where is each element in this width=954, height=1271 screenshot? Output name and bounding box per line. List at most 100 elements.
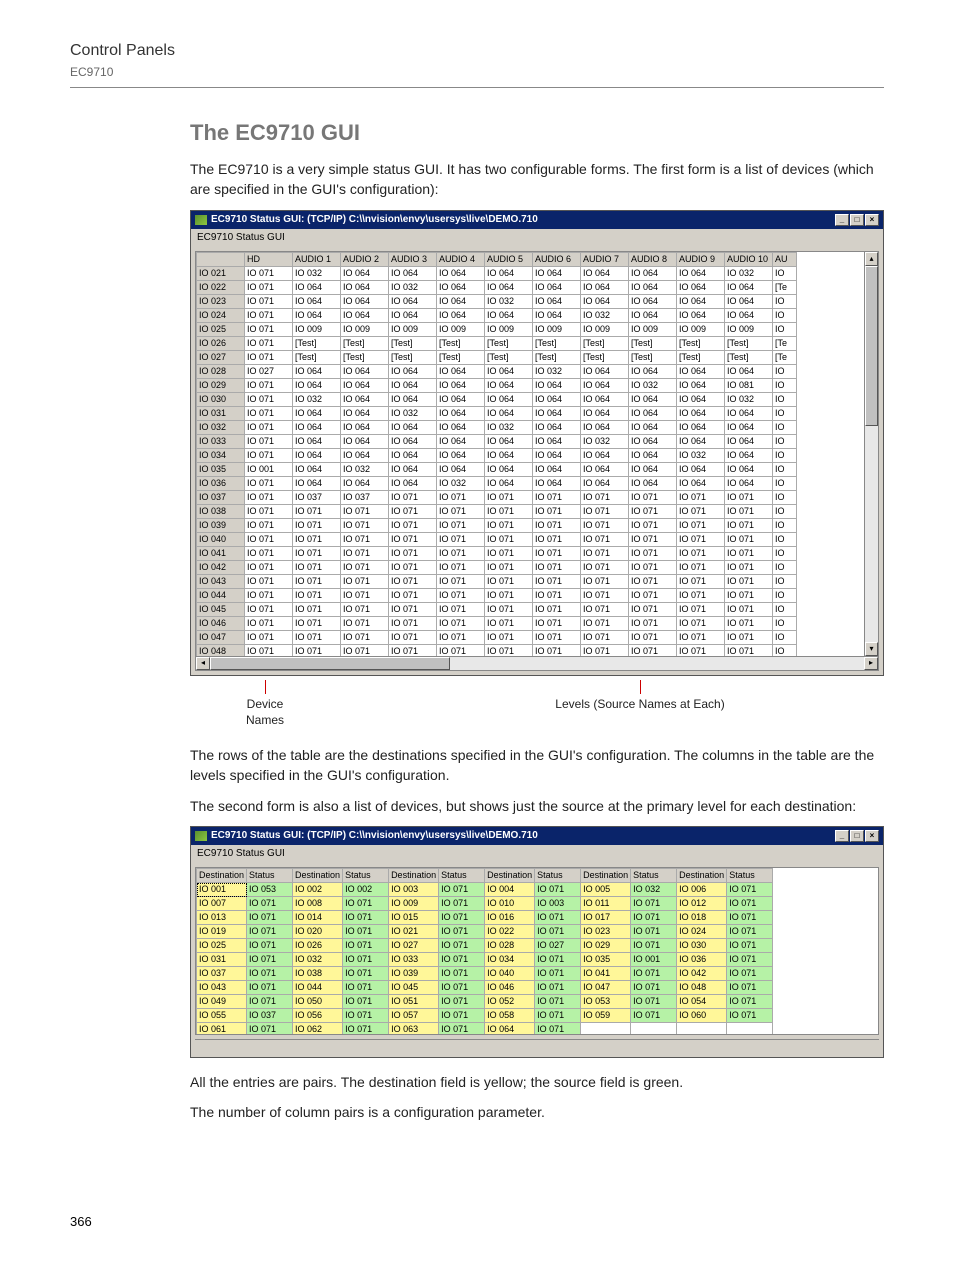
destination-cell[interactable]: IO 047 bbox=[581, 981, 631, 995]
status-cell[interactable]: IO 071 bbox=[535, 1023, 581, 1036]
level-cell[interactable]: IO 071 bbox=[245, 518, 293, 532]
destination-cell[interactable]: IO 050 bbox=[293, 995, 343, 1009]
close-button[interactable]: × bbox=[865, 830, 879, 842]
titlebar[interactable]: EC9710 Status GUI: (TCP/IP) C:\\nvision\… bbox=[191, 211, 883, 229]
level-cell[interactable]: IO 071 bbox=[725, 532, 773, 546]
level-cell[interactable]: IO 032 bbox=[533, 364, 581, 378]
level-cell[interactable]: IO 071 bbox=[485, 504, 533, 518]
level-cell[interactable]: IO 071 bbox=[533, 504, 581, 518]
table-row[interactable]: IO 013IO 071IO 014IO 071IO 015IO 071IO 0… bbox=[197, 911, 773, 925]
level-cell[interactable]: IO 064 bbox=[389, 420, 437, 434]
table-row[interactable]: IO 041IO 071IO 071IO 071IO 071IO 071IO 0… bbox=[197, 546, 797, 560]
level-cell[interactable]: IO 064 bbox=[341, 266, 389, 280]
device-name-cell[interactable]: IO 037 bbox=[197, 490, 245, 504]
level-cell[interactable]: IO bbox=[773, 588, 797, 602]
device-name-cell[interactable]: IO 025 bbox=[197, 322, 245, 336]
destination-cell[interactable]: IO 027 bbox=[389, 939, 439, 953]
status-cell[interactable]: IO 071 bbox=[535, 995, 581, 1009]
table-row[interactable]: IO 037IO 071IO 038IO 071IO 039IO 071IO 0… bbox=[197, 967, 773, 981]
level-cell[interactable]: IO 032 bbox=[389, 406, 437, 420]
level-cell[interactable]: IO 064 bbox=[389, 364, 437, 378]
destination-cell[interactable]: IO 051 bbox=[389, 995, 439, 1009]
level-cell[interactable]: [Test] bbox=[533, 350, 581, 364]
table-row[interactable]: IO 040IO 071IO 071IO 071IO 071IO 071IO 0… bbox=[197, 532, 797, 546]
table-row[interactable]: IO 028IO 027IO 064IO 064IO 064IO 064IO 0… bbox=[197, 364, 797, 378]
level-cell[interactable]: IO 064 bbox=[725, 420, 773, 434]
device-name-cell[interactable]: IO 034 bbox=[197, 448, 245, 462]
maximize-button[interactable]: □ bbox=[850, 830, 864, 842]
device-name-cell[interactable]: IO 045 bbox=[197, 602, 245, 616]
device-name-cell[interactable]: IO 024 bbox=[197, 308, 245, 322]
status-header[interactable]: Status bbox=[727, 869, 773, 883]
level-cell[interactable]: IO 071 bbox=[629, 616, 677, 630]
status-cell[interactable]: IO 071 bbox=[343, 897, 389, 911]
level-cell[interactable]: IO 064 bbox=[533, 308, 581, 322]
level-cell[interactable]: IO 071 bbox=[341, 532, 389, 546]
level-cell[interactable]: IO 064 bbox=[677, 266, 725, 280]
level-cell[interactable]: IO 064 bbox=[341, 420, 389, 434]
level-cell[interactable]: IO 064 bbox=[629, 294, 677, 308]
destination-cell[interactable]: IO 007 bbox=[197, 897, 247, 911]
level-cell[interactable]: IO 064 bbox=[725, 434, 773, 448]
level-cell[interactable]: IO 064 bbox=[629, 434, 677, 448]
table-row[interactable]: IO 031IO 071IO 064IO 064IO 032IO 064IO 0… bbox=[197, 406, 797, 420]
destination-cell[interactable]: IO 058 bbox=[485, 1009, 535, 1023]
column-header[interactable]: AUDIO 10 bbox=[725, 252, 773, 266]
status-cell[interactable]: IO 071 bbox=[535, 911, 581, 925]
destination-cell[interactable]: IO 024 bbox=[677, 925, 727, 939]
destination-cell[interactable]: IO 001 bbox=[197, 883, 247, 897]
destination-cell[interactable]: IO 036 bbox=[677, 953, 727, 967]
table-row[interactable]: IO 036IO 071IO 064IO 064IO 064IO 032IO 0… bbox=[197, 476, 797, 490]
scroll-track[interactable] bbox=[865, 426, 878, 642]
level-cell[interactable]: IO 001 bbox=[245, 462, 293, 476]
level-cell[interactable]: IO 009 bbox=[533, 322, 581, 336]
status-cell[interactable]: IO 071 bbox=[631, 967, 677, 981]
level-cell[interactable]: IO 064 bbox=[725, 294, 773, 308]
level-cell[interactable]: IO 071 bbox=[533, 560, 581, 574]
table-row[interactable]: IO 025IO 071IO 009IO 009IO 009IO 009IO 0… bbox=[197, 322, 797, 336]
level-cell[interactable]: IO 064 bbox=[581, 406, 629, 420]
level-cell[interactable]: IO 071 bbox=[677, 616, 725, 630]
level-cell[interactable]: IO 064 bbox=[389, 462, 437, 476]
level-cell[interactable]: IO 064 bbox=[533, 406, 581, 420]
level-cell[interactable]: IO bbox=[773, 308, 797, 322]
table-row[interactable]: IO 033IO 071IO 064IO 064IO 064IO 064IO 0… bbox=[197, 434, 797, 448]
level-cell[interactable]: IO 009 bbox=[725, 322, 773, 336]
level-cell[interactable]: IO 071 bbox=[389, 616, 437, 630]
status-cell[interactable]: IO 071 bbox=[439, 925, 485, 939]
level-cell[interactable]: IO 064 bbox=[341, 378, 389, 392]
level-cell[interactable]: IO 071 bbox=[629, 532, 677, 546]
level-cell[interactable]: [Te bbox=[773, 336, 797, 350]
level-cell[interactable]: IO 064 bbox=[677, 294, 725, 308]
level-cell[interactable]: IO 064 bbox=[725, 406, 773, 420]
level-cell[interactable]: IO 071 bbox=[245, 420, 293, 434]
level-cell[interactable]: IO 071 bbox=[389, 490, 437, 504]
level-cell[interactable]: IO 064 bbox=[725, 476, 773, 490]
level-cell[interactable]: IO 071 bbox=[485, 518, 533, 532]
destination-cell[interactable]: IO 010 bbox=[485, 897, 535, 911]
status-cell[interactable]: IO 071 bbox=[343, 1023, 389, 1036]
level-cell[interactable]: IO 064 bbox=[533, 434, 581, 448]
level-cell[interactable]: IO 064 bbox=[293, 308, 341, 322]
destination-cell[interactable]: IO 030 bbox=[677, 939, 727, 953]
level-cell[interactable]: IO 064 bbox=[581, 462, 629, 476]
column-header[interactable]: AUDIO 8 bbox=[629, 252, 677, 266]
level-cell[interactable]: IO 071 bbox=[485, 616, 533, 630]
level-cell[interactable]: IO 064 bbox=[293, 294, 341, 308]
table-row[interactable]: IO 024IO 071IO 064IO 064IO 064IO 064IO 0… bbox=[197, 308, 797, 322]
destination-cell[interactable]: IO 031 bbox=[197, 953, 247, 967]
level-cell[interactable]: [Te bbox=[773, 350, 797, 364]
status-cell[interactable]: IO 071 bbox=[343, 925, 389, 939]
level-cell[interactable]: IO 071 bbox=[341, 504, 389, 518]
level-cell[interactable]: IO 009 bbox=[677, 322, 725, 336]
status-cell[interactable]: IO 071 bbox=[247, 953, 293, 967]
level-cell[interactable]: IO 032 bbox=[485, 420, 533, 434]
level-cell[interactable]: IO 037 bbox=[341, 490, 389, 504]
destination-cell[interactable]: IO 057 bbox=[389, 1009, 439, 1023]
scroll-thumb[interactable] bbox=[865, 266, 878, 426]
table-row[interactable]: IO 025IO 071IO 026IO 071IO 027IO 071IO 0… bbox=[197, 939, 773, 953]
device-name-cell[interactable]: IO 023 bbox=[197, 294, 245, 308]
device-name-cell[interactable]: IO 047 bbox=[197, 630, 245, 644]
column-header[interactable]: AUDIO 9 bbox=[677, 252, 725, 266]
level-cell[interactable]: IO 032 bbox=[293, 392, 341, 406]
